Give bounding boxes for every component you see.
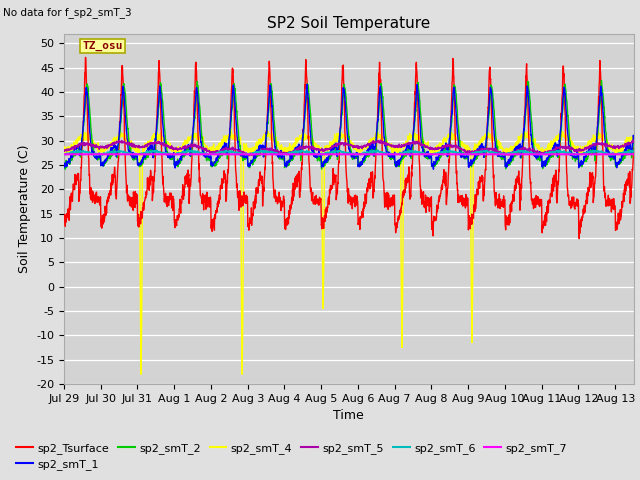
sp2_smT_7 — [60, 151, 68, 157]
sp2_smT_2 — [417, 115, 425, 120]
sp2_smT_1 — [429, 166, 437, 172]
Title: SP2 Soil Temperature: SP2 Soil Temperature — [267, 16, 431, 31]
sp2_smT_2 — [598, 78, 605, 84]
sp2_smT_2 — [543, 158, 550, 164]
sp2_smT_1 — [60, 165, 68, 170]
sp2_Tsurface — [543, 210, 550, 216]
sp2_smT_5 — [376, 137, 384, 143]
sp2_smT_5 — [417, 143, 425, 149]
sp2_smT_2 — [630, 139, 637, 144]
Legend: sp2_Tsurface, sp2_smT_1, sp2_smT_2, sp2_smT_4, sp2_smT_5, sp2_smT_6, sp2_smT_7: sp2_Tsurface, sp2_smT_1, sp2_smT_2, sp2_… — [12, 438, 572, 474]
sp2_smT_6 — [435, 150, 442, 156]
sp2_smT_4 — [227, 127, 235, 132]
sp2_smT_4 — [137, 372, 145, 377]
sp2_smT_4 — [435, 142, 442, 147]
sp2_smT_7 — [93, 151, 101, 157]
sp2_smT_2 — [94, 157, 102, 163]
sp2_smT_5 — [506, 153, 514, 158]
sp2_smT_1 — [543, 156, 550, 162]
sp2_smT_5 — [543, 150, 550, 156]
Line: sp2_smT_6: sp2_smT_6 — [64, 150, 634, 156]
sp2_smT_4 — [630, 132, 637, 138]
X-axis label: Time: Time — [333, 409, 364, 422]
sp2_smT_4 — [611, 145, 618, 151]
sp2_smT_7 — [417, 151, 424, 157]
sp2_smT_6 — [630, 149, 637, 155]
sp2_smT_2 — [61, 166, 69, 172]
sp2_smT_1 — [630, 135, 637, 141]
sp2_smT_6 — [373, 147, 381, 153]
sp2_smT_4 — [93, 144, 101, 149]
sp2_smT_6 — [94, 152, 102, 158]
sp2_smT_6 — [60, 152, 68, 157]
sp2_smT_5 — [630, 139, 637, 145]
sp2_smT_4 — [353, 148, 360, 154]
sp2_smT_1 — [303, 82, 311, 87]
sp2_smT_2 — [60, 164, 68, 170]
sp2_smT_7 — [352, 151, 360, 157]
sp2_smT_7 — [542, 151, 550, 157]
sp2_smT_5 — [60, 148, 68, 154]
sp2_smT_5 — [611, 143, 618, 149]
sp2_smT_6 — [353, 152, 360, 157]
sp2_smT_7 — [610, 151, 618, 157]
sp2_Tsurface — [60, 214, 68, 219]
sp2_smT_1 — [353, 150, 360, 156]
sp2_smT_6 — [611, 151, 618, 157]
sp2_smT_2 — [611, 157, 618, 163]
sp2_smT_6 — [417, 150, 425, 156]
Text: No data for f_sp2_smT_3: No data for f_sp2_smT_3 — [3, 7, 132, 18]
sp2_smT_2 — [353, 155, 360, 160]
Line: sp2_Tsurface: sp2_Tsurface — [64, 58, 634, 239]
sp2_Tsurface — [630, 146, 637, 152]
sp2_smT_4 — [543, 145, 550, 151]
sp2_smT_7 — [434, 151, 442, 157]
sp2_smT_6 — [543, 149, 550, 155]
sp2_smT_1 — [93, 154, 101, 160]
sp2_smT_4 — [417, 134, 425, 140]
sp2_smT_5 — [93, 144, 101, 150]
Y-axis label: Soil Temperature (C): Soil Temperature (C) — [17, 144, 31, 273]
sp2_smT_7 — [630, 151, 637, 157]
Line: sp2_smT_4: sp2_smT_4 — [64, 130, 634, 374]
sp2_Tsurface — [575, 236, 583, 241]
sp2_Tsurface — [435, 201, 442, 207]
sp2_Tsurface — [82, 55, 90, 60]
sp2_smT_1 — [417, 136, 425, 142]
sp2_smT_1 — [435, 153, 442, 159]
sp2_Tsurface — [353, 199, 360, 205]
Text: TZ_osu: TZ_osu — [83, 41, 123, 51]
sp2_smT_5 — [435, 144, 442, 150]
Line: sp2_smT_5: sp2_smT_5 — [64, 140, 634, 156]
sp2_Tsurface — [94, 199, 102, 205]
sp2_smT_1 — [611, 156, 618, 162]
sp2_smT_4 — [60, 149, 68, 155]
sp2_smT_6 — [91, 153, 99, 158]
sp2_Tsurface — [417, 187, 425, 192]
Line: sp2_smT_1: sp2_smT_1 — [64, 84, 634, 169]
sp2_Tsurface — [611, 206, 618, 212]
Line: sp2_smT_2: sp2_smT_2 — [64, 81, 634, 169]
sp2_smT_2 — [435, 158, 442, 164]
sp2_smT_5 — [352, 144, 360, 150]
